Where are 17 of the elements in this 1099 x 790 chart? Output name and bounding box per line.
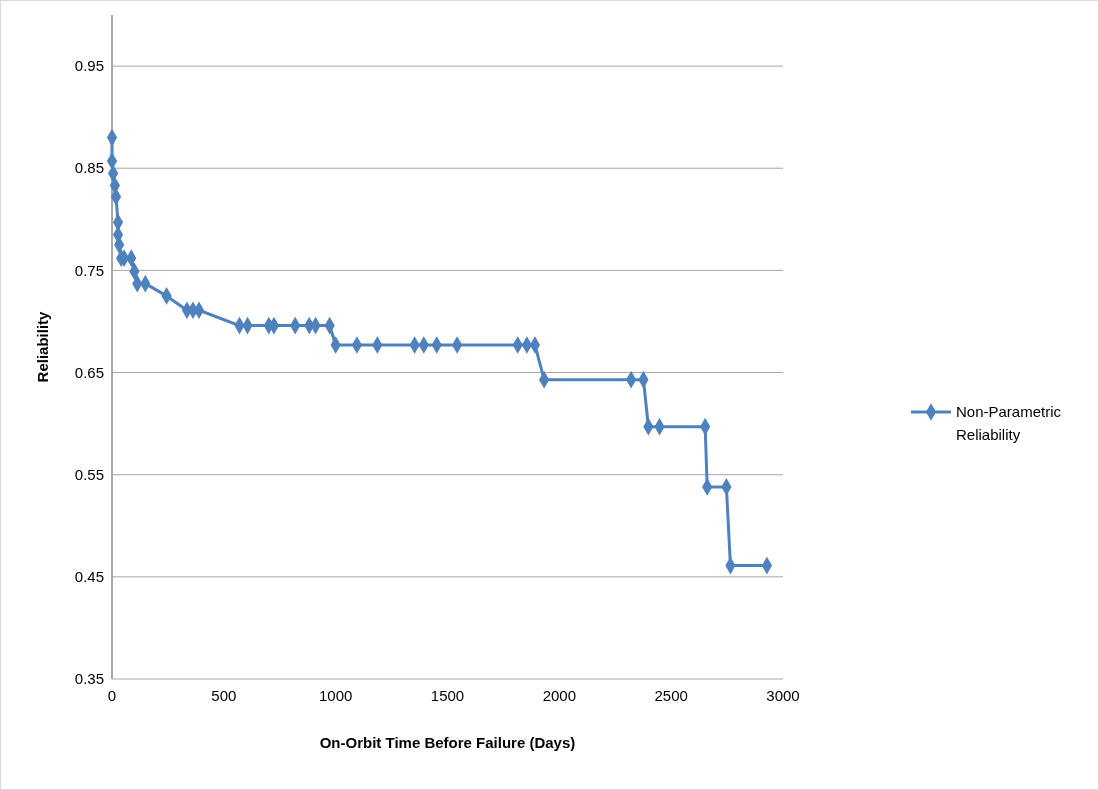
y-tick-label: 0.75 [74,261,104,279]
x-axis-title: On-Orbit Time Before Failure (Days) [319,734,576,751]
x-tick-label: 0 [107,687,117,704]
y-tick-label: 0.95 [74,57,104,75]
y-tick-label: 0.55 [74,465,104,483]
x-tick-label: 1500 [430,687,465,704]
x-tick-label: 2500 [654,687,688,704]
y-tick-label: 0.85 [74,159,104,177]
x-tick-label: 1000 [318,687,353,704]
x-tick-label: 500 [211,687,237,704]
y-tick-label: 0.35 [74,670,104,688]
legend-label: Non-Parametric Reliability [956,403,1062,443]
y-tick-label: 0.45 [74,568,104,586]
x-tick-label: 2000 [542,687,577,704]
y-tick-label: 0.65 [74,363,104,381]
y-axis-title: Reliability [34,310,51,383]
x-tick-label: 3000 [766,687,800,704]
